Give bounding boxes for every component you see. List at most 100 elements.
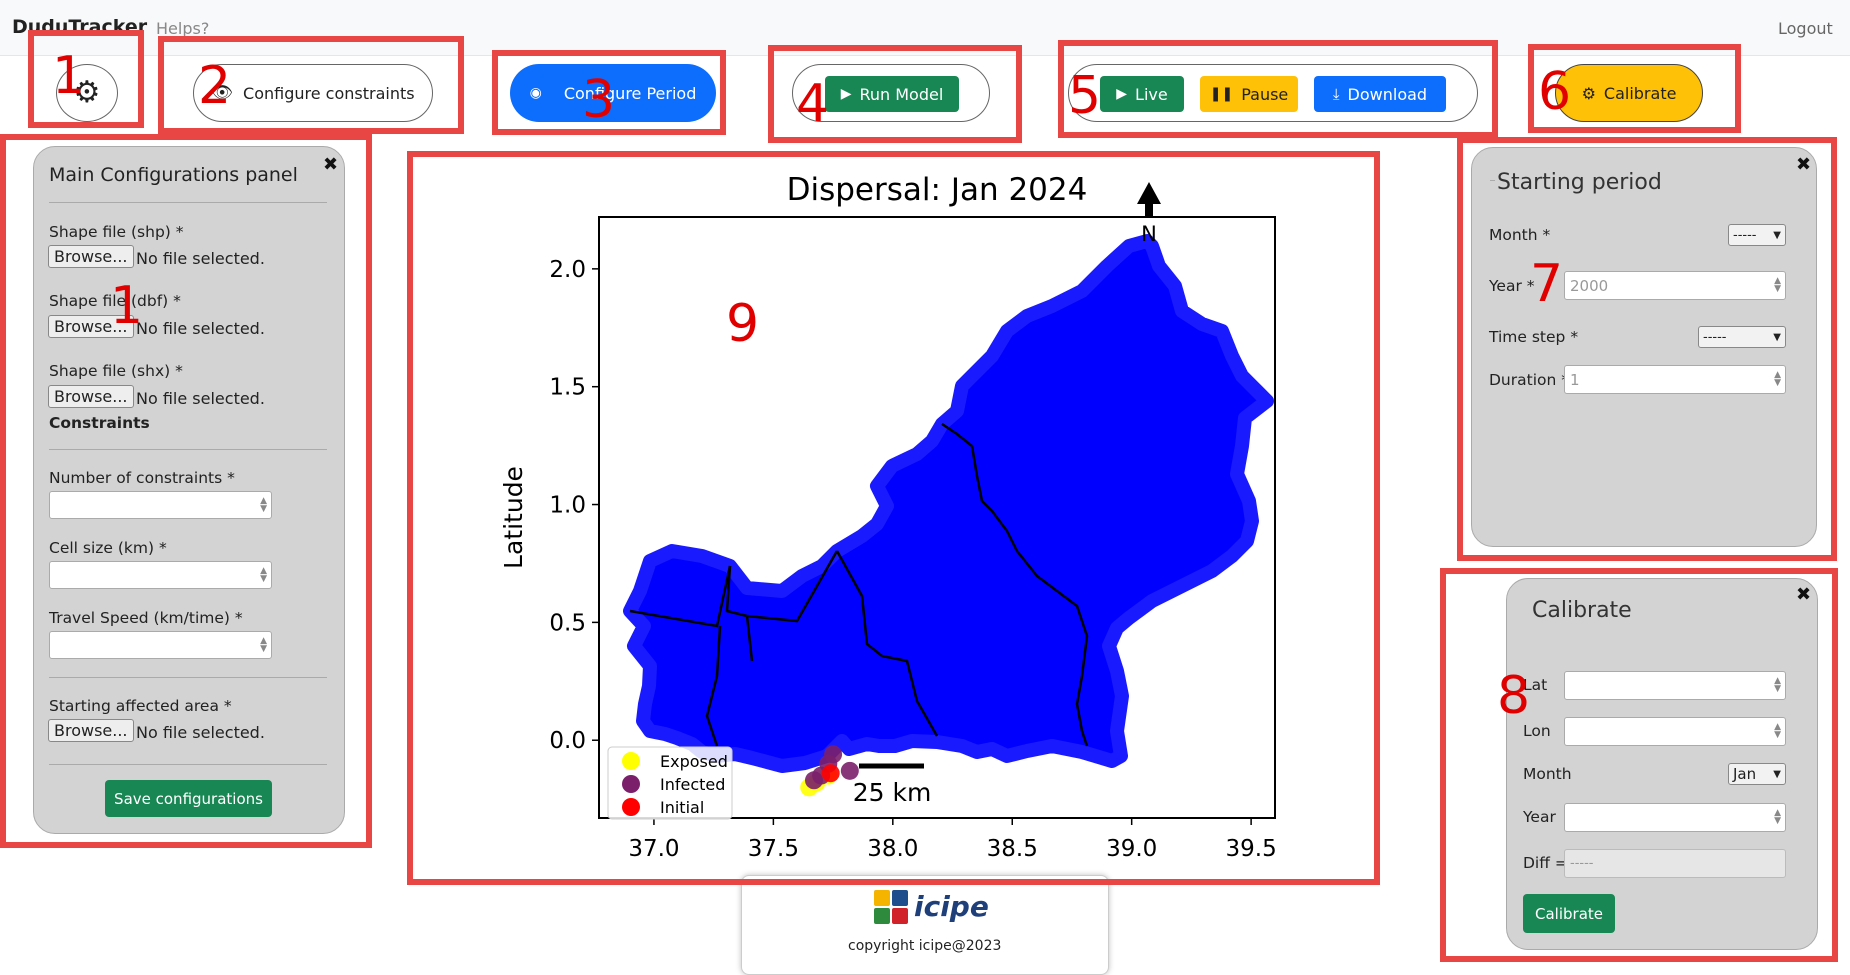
month-select[interactable]: ----- ▼ bbox=[1728, 224, 1786, 246]
legend-label: Initial bbox=[660, 798, 704, 817]
clock-icon: ◉ bbox=[529, 85, 542, 101]
shx-browse-button[interactable]: Browse... bbox=[48, 385, 134, 408]
footer-logo-text: icipe bbox=[914, 890, 989, 923]
y-tick-label: 1.5 bbox=[549, 375, 586, 401]
annotation-box bbox=[407, 151, 1380, 885]
annotation-box bbox=[158, 36, 464, 134]
x-tick-label: 39.0 bbox=[1106, 836, 1157, 862]
calibrate-toolbar-button[interactable]: ⚙ Calibrate bbox=[1555, 64, 1703, 122]
calibrate-year-input[interactable]: ▲ ▼ bbox=[1564, 803, 1786, 832]
travel-speed-input[interactable]: ▲ ▼ bbox=[49, 631, 272, 659]
spinner-icon[interactable]: ▲ ▼ bbox=[260, 636, 267, 654]
divider bbox=[1490, 180, 1495, 181]
annotation-label: 8 bbox=[1497, 666, 1531, 726]
spinner-icon[interactable]: ▲ ▼ bbox=[1774, 370, 1781, 388]
save-configurations-button[interactable]: Save configurations bbox=[105, 780, 272, 817]
spinner-icon[interactable]: ▲ ▼ bbox=[260, 566, 267, 584]
duration-label: Duration * bbox=[1489, 371, 1569, 389]
lon-input[interactable]: ▲ ▼ bbox=[1564, 717, 1786, 746]
chevron-down-icon: ▼ bbox=[1773, 331, 1781, 343]
dbf-browse-button[interactable]: Browse... bbox=[48, 315, 134, 338]
time-step-select[interactable]: ----- ▼ bbox=[1698, 326, 1786, 348]
close-icon[interactable]: ✖ bbox=[323, 154, 339, 175]
divider bbox=[49, 764, 327, 765]
download-button[interactable]: ⤓ Download bbox=[1314, 76, 1446, 112]
num-constraints-input[interactable]: ▲ ▼ bbox=[49, 491, 272, 519]
lon-label: Lon bbox=[1523, 722, 1551, 740]
pause-button[interactable]: ❚❚ Pause bbox=[1200, 76, 1298, 112]
spinner-icon[interactable]: ▲ ▼ bbox=[1774, 276, 1781, 294]
month-label: Month bbox=[1523, 765, 1572, 783]
region-boundary bbox=[835, 550, 939, 737]
y-tick-label: 0.0 bbox=[549, 728, 586, 754]
divider bbox=[49, 202, 327, 203]
annotation-box bbox=[492, 50, 726, 135]
scale-bar: 25 km bbox=[853, 763, 931, 807]
chevron-down-icon: ▼ bbox=[1773, 768, 1781, 780]
plot-frame bbox=[598, 216, 1276, 819]
shx-file-status: No file selected. bbox=[136, 389, 265, 408]
legend-marker bbox=[622, 775, 640, 793]
map-figure: Dispersal: Jan 2024 37.0 37.5 38.0 38.5 39.0… bbox=[417, 156, 1373, 878]
cell-size-input[interactable]: ▲ ▼ bbox=[49, 561, 272, 589]
spinner-icon[interactable]: ▲ ▼ bbox=[1774, 808, 1781, 826]
chart-title: Dispersal: Jan 2024 bbox=[787, 172, 1088, 208]
live-button[interactable]: ▶ Live bbox=[1100, 76, 1184, 112]
icipe-logo-icon bbox=[874, 890, 910, 926]
pause-icon: ❚❚ bbox=[1209, 86, 1234, 102]
diff-output: ----- bbox=[1564, 849, 1786, 878]
point-infected bbox=[840, 761, 859, 780]
starting-area-label: Starting affected area * bbox=[49, 697, 232, 715]
lat-input[interactable]: ▲ ▼ bbox=[1564, 671, 1786, 700]
year-placeholder: 2000 bbox=[1570, 277, 1609, 295]
annotation-box bbox=[768, 45, 1022, 143]
eye-icon: 👁 bbox=[211, 83, 234, 103]
duration-placeholder: 1 bbox=[1570, 371, 1580, 389]
settings-button[interactable]: ⚙ bbox=[56, 64, 118, 122]
duration-input[interactable]: 1 ▲ ▼ bbox=[1564, 365, 1786, 394]
spinner-icon[interactable]: ▲ ▼ bbox=[1774, 676, 1781, 694]
dbf-file-status: No file selected. bbox=[136, 319, 265, 338]
annotation-label: 9 bbox=[726, 294, 760, 354]
dispersal-map: Dispersal: Jan 2024 37.0 37.5 38.0 38.5 39.0… bbox=[499, 172, 1277, 862]
close-icon[interactable]: ✖ bbox=[1796, 584, 1812, 605]
logout-link[interactable]: Logout bbox=[1778, 19, 1833, 38]
north-arrow-icon bbox=[1137, 182, 1161, 218]
travel-speed-label: Travel Speed (km/time) * bbox=[49, 609, 243, 627]
spinner-icon[interactable]: ▲ ▼ bbox=[1774, 722, 1781, 740]
annotation-label: 1 bbox=[110, 276, 144, 336]
annotation-label: 3 bbox=[582, 70, 616, 130]
configure-period-label: Configure Period bbox=[563, 83, 697, 103]
annotation-box bbox=[1058, 40, 1498, 138]
annotation-label: 5 bbox=[1068, 66, 1102, 126]
x-tick-label: 38.0 bbox=[867, 836, 918, 862]
year-input[interactable]: 2000 ▲ ▼ bbox=[1564, 271, 1786, 300]
annotation-label: 7 bbox=[1530, 254, 1564, 314]
calibrate-month-select[interactable]: Jan ▼ bbox=[1728, 763, 1786, 785]
point-initial bbox=[821, 764, 840, 783]
spinner-icon[interactable]: ▲ ▼ bbox=[260, 496, 267, 514]
help-link[interactable]: Helps? bbox=[156, 19, 210, 38]
legend-marker bbox=[622, 798, 640, 816]
starting-area-browse-button[interactable]: Browse... bbox=[48, 719, 134, 742]
footer-copyright: copyright icipe@2023 bbox=[848, 938, 1002, 954]
month-select-value: ----- bbox=[1733, 227, 1757, 243]
close-icon[interactable]: ✖ bbox=[1796, 154, 1812, 175]
configure-constraints-label: Configure constraints bbox=[243, 83, 415, 103]
annotation-box bbox=[1440, 568, 1838, 962]
x-tick-label: 39.5 bbox=[1226, 836, 1277, 862]
annotation-label: 6 bbox=[1538, 62, 1572, 122]
configure-constraints-button[interactable]: 👁 Configure constraints bbox=[193, 64, 433, 122]
shx-file-label: Shape file (shx) * bbox=[49, 362, 183, 380]
play-icon: ▶ bbox=[1116, 86, 1128, 102]
footer bbox=[741, 875, 1109, 975]
annotation-box bbox=[0, 134, 372, 848]
configure-period-button[interactable]: ◉ Configure Period bbox=[510, 64, 716, 122]
y-tick-label: 0.5 bbox=[549, 610, 586, 636]
run-model-button[interactable]: ▶ Run Model bbox=[825, 76, 959, 112]
x-tick-label: 38.5 bbox=[987, 836, 1038, 862]
calibrate-submit-button[interactable]: Calibrate bbox=[1523, 894, 1615, 933]
constraints-heading: Constraints bbox=[49, 414, 150, 432]
shp-browse-button[interactable]: Browse... bbox=[48, 245, 134, 268]
annotation-box bbox=[1528, 44, 1741, 133]
